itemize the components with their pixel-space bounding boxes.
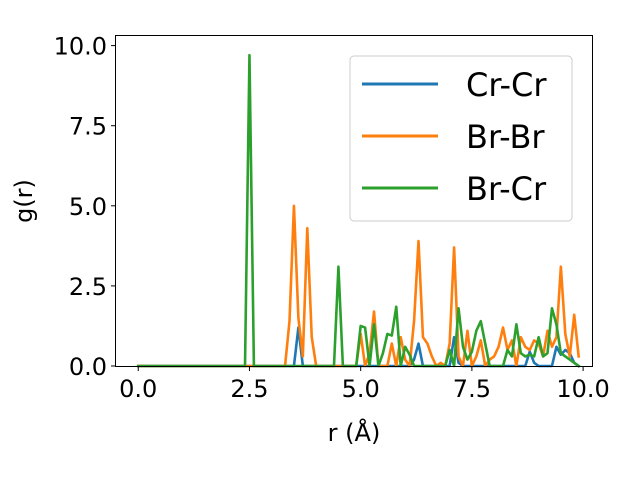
legend-label-br-cr: Br-Cr: [466, 170, 547, 208]
x-tick-label: 2.5: [230, 375, 268, 403]
legend-label-cr-cr: Cr-Cr: [466, 66, 547, 104]
y-tick-label: 10.0: [54, 33, 107, 61]
legend: Cr-Cr Br-Br Br-Cr: [349, 55, 573, 222]
x-axis: 0.0 2.5 5.0 7.5 10.0: [119, 366, 610, 403]
x-axis-label: r (Å): [328, 418, 381, 447]
x-tick-label: 7.5: [453, 375, 491, 403]
y-tick-label: 5.0: [69, 193, 107, 221]
legend-frame: [349, 55, 573, 222]
y-axis-label: g(r): [10, 179, 38, 223]
x-tick-label: 5.0: [342, 375, 380, 403]
y-axis: 0.0 2.5 5.0 7.5 10.0: [54, 33, 116, 381]
plot-frame: [115, 35, 593, 367]
legend-label-br-br: Br-Br: [466, 118, 545, 156]
series-line-br-cr: [136, 53, 581, 368]
x-tick-label: 0.0: [119, 375, 157, 403]
y-tick-label: 7.5: [69, 113, 107, 141]
x-tick-label: 10.0: [556, 375, 609, 403]
y-tick-label: 0.0: [69, 353, 107, 381]
y-tick-label: 2.5: [69, 273, 107, 301]
